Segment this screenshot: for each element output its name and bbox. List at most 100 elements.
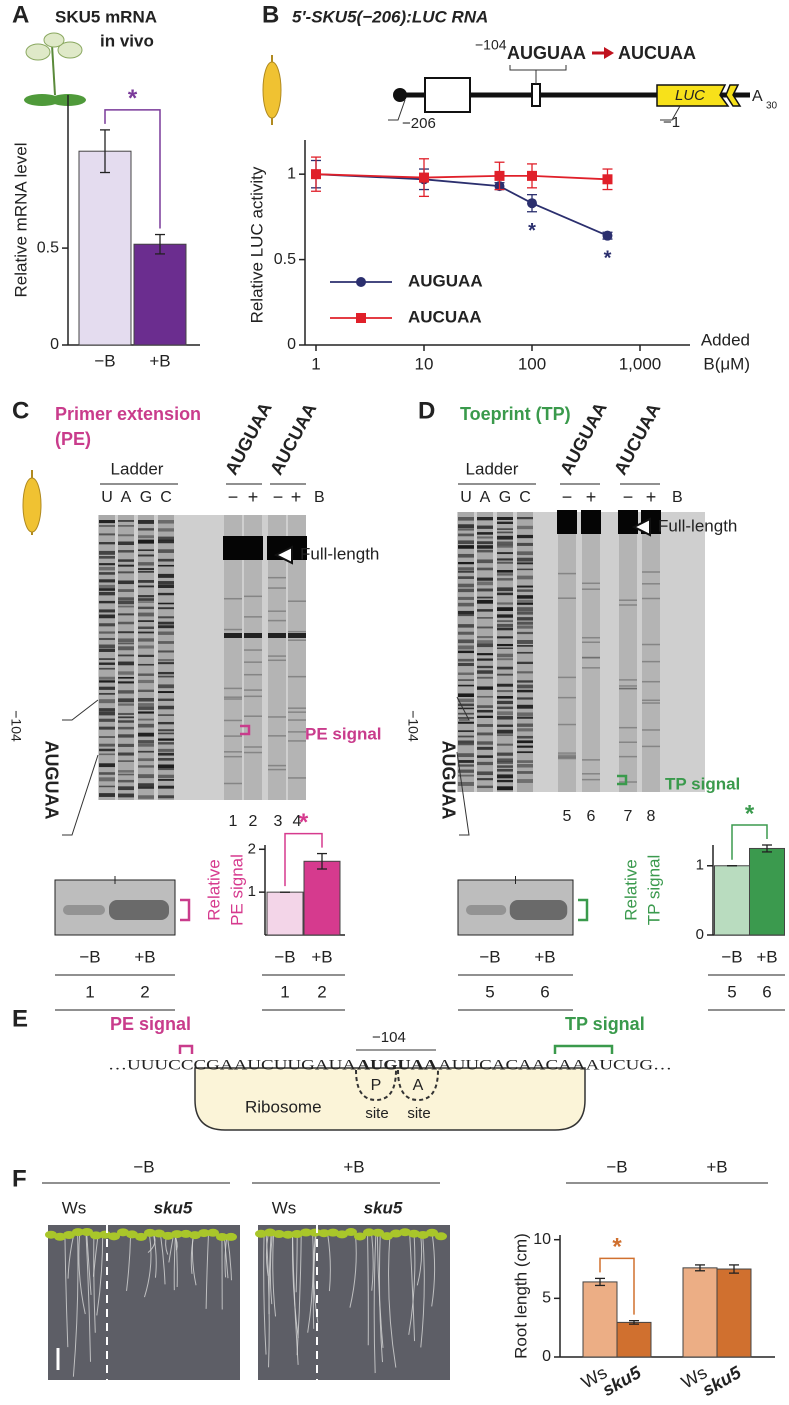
lane-label: U <box>460 489 472 506</box>
site-label: AUGUAA <box>438 741 458 820</box>
gel-band <box>99 584 115 589</box>
gel-band <box>138 595 154 598</box>
gel-lane <box>497 512 513 792</box>
gel-band <box>497 761 513 764</box>
gel-band <box>458 721 474 724</box>
gel-band <box>582 582 600 585</box>
seedling <box>264 1228 276 1237</box>
gel-band <box>99 763 115 768</box>
gel-band <box>138 612 154 617</box>
gel-band <box>517 575 533 580</box>
gel-band <box>118 550 134 553</box>
root <box>312 1234 317 1329</box>
gel-band <box>268 768 286 771</box>
gel-band <box>158 774 174 779</box>
gel-band <box>118 716 134 719</box>
seedling <box>90 1231 102 1240</box>
reagent-label: B <box>314 489 325 506</box>
gel-band <box>458 684 474 687</box>
gel-band <box>224 782 242 785</box>
significance-bracket <box>731 824 768 860</box>
gel-band <box>497 535 513 540</box>
site-label: site <box>407 1105 430 1122</box>
gel-band <box>477 559 493 564</box>
pe-signal-label: PE signal <box>110 1014 191 1034</box>
gel-band <box>99 662 115 665</box>
error-bar <box>155 233 165 255</box>
gel-band <box>99 680 115 683</box>
gel-band <box>497 696 513 699</box>
significance-star: * <box>528 220 536 242</box>
marker <box>527 198 537 209</box>
lane-number: 5 <box>563 808 572 825</box>
gel-band <box>458 570 474 573</box>
root <box>263 1234 267 1355</box>
gel-band <box>517 542 533 546</box>
gel-band <box>138 711 154 714</box>
seedling <box>300 1228 312 1237</box>
root <box>67 1234 75 1279</box>
gel-band <box>268 633 286 638</box>
gel-band <box>458 717 474 719</box>
gel-band <box>99 726 115 730</box>
gel-band <box>458 672 474 675</box>
root <box>126 1234 132 1291</box>
root <box>265 1234 269 1276</box>
y-tick-label: 0 <box>287 336 296 353</box>
site-label: site <box>365 1105 388 1122</box>
error-bar <box>100 129 110 174</box>
gel-band <box>642 699 660 702</box>
signal-bracket <box>240 724 251 736</box>
signal-bracket <box>617 774 628 786</box>
construct-end: −1 <box>663 114 680 131</box>
gel-band <box>458 662 474 667</box>
x-tick-label: +B <box>756 947 777 966</box>
lane-number: 2 <box>249 813 258 830</box>
gel-band <box>118 698 134 703</box>
lane-label: U <box>101 489 113 506</box>
sequence-site: AUGUAA <box>357 1057 437 1073</box>
gel-band <box>458 602 474 607</box>
gel-band <box>158 729 174 732</box>
gel-band <box>458 769 474 773</box>
bar <box>714 865 750 936</box>
gel-band <box>497 561 513 564</box>
gel-band <box>158 558 174 562</box>
seedling <box>81 1228 93 1237</box>
root <box>431 1234 436 1307</box>
significance-bracket <box>284 832 323 887</box>
group-label: −B <box>133 1157 154 1176</box>
gel-band <box>582 588 600 590</box>
gel-band <box>458 553 474 558</box>
gel-band <box>118 642 134 645</box>
group-label: −B <box>606 1157 627 1176</box>
gel-band <box>458 735 474 738</box>
gel-band <box>517 751 533 754</box>
gel-band <box>244 661 262 663</box>
gel-band <box>517 745 533 748</box>
gel-band <box>517 621 533 625</box>
gel-band <box>582 773 600 775</box>
panel-letter: A <box>12 1 29 28</box>
gel-band <box>138 631 154 634</box>
gel-band <box>458 698 474 703</box>
gel-band <box>477 761 493 766</box>
ribosome-label: Ribosome <box>245 1097 322 1116</box>
gel-band <box>224 735 242 737</box>
gel-band <box>477 705 493 708</box>
gel-band <box>158 779 174 781</box>
root <box>408 1234 416 1335</box>
gel-band <box>99 591 115 596</box>
root <box>296 1234 302 1356</box>
gel-band <box>458 588 474 593</box>
root <box>269 1234 273 1305</box>
gel-band <box>138 539 154 544</box>
gel-band <box>517 607 533 612</box>
construct <box>388 47 750 121</box>
bar <box>303 860 341 936</box>
gel-band <box>138 554 154 557</box>
gel-band <box>517 557 533 562</box>
bar <box>266 891 304 936</box>
gel-band <box>118 734 134 738</box>
condition-label: + <box>586 487 597 507</box>
